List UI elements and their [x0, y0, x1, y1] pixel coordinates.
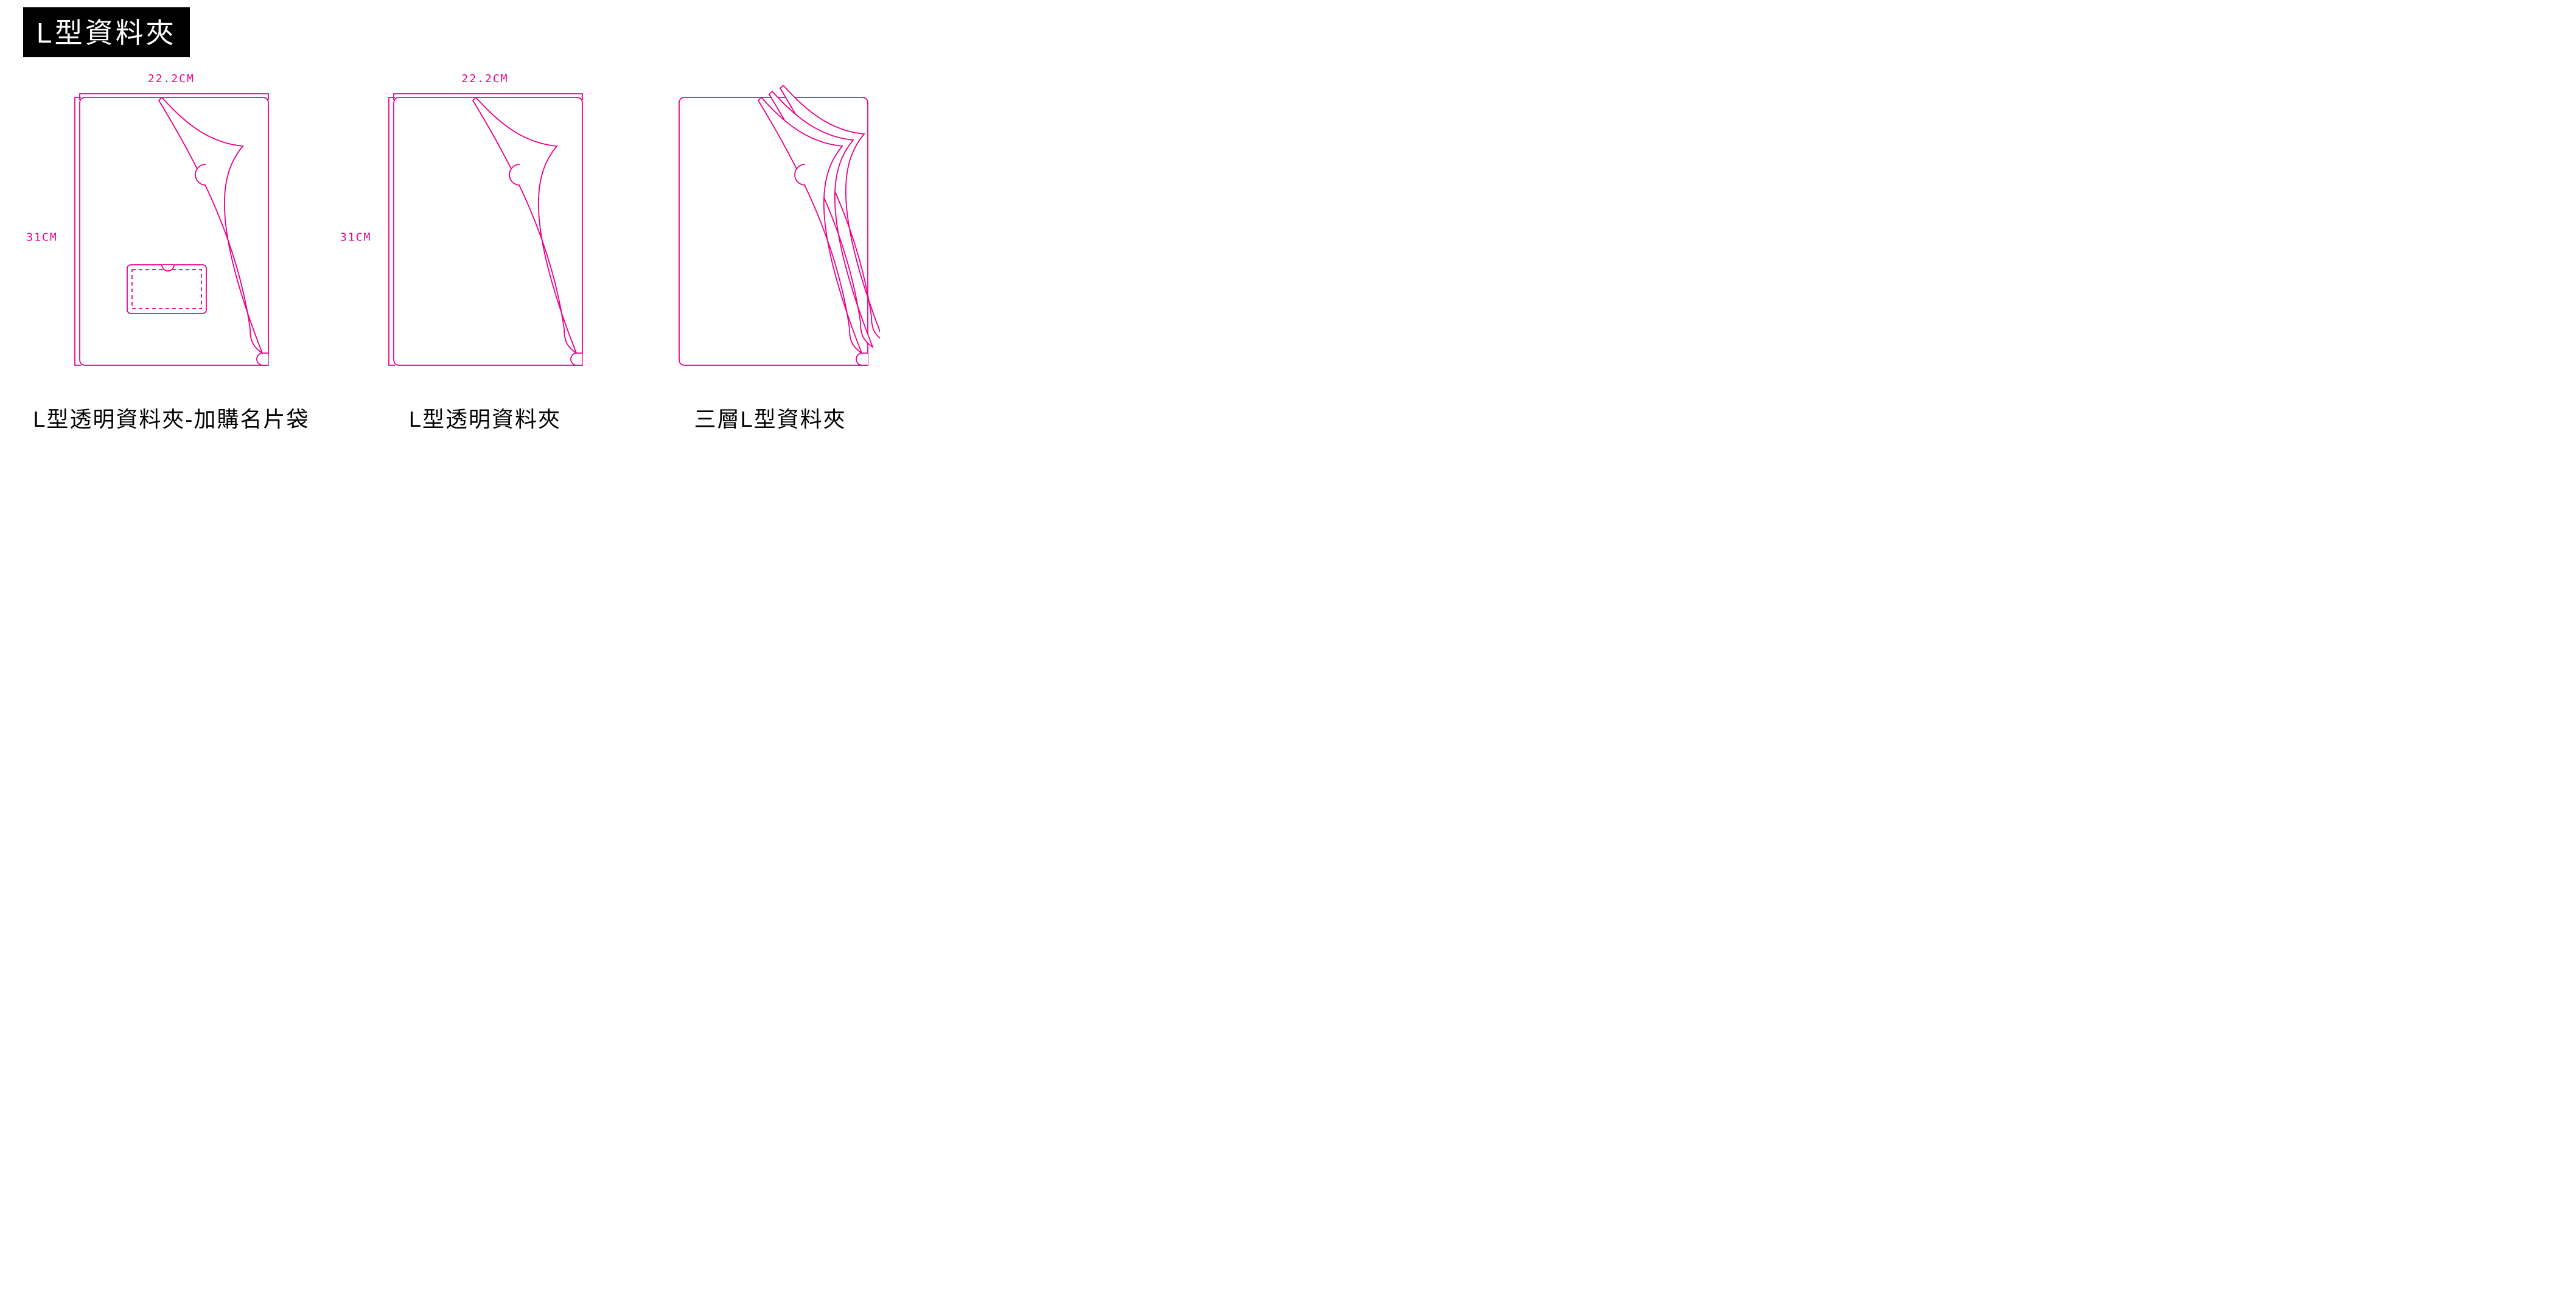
page-title-badge: L型資料夾 [23, 7, 190, 57]
page: L型資料夾 22.2CM31CML型透明資料夾-加購名片袋22.2CM31CML… [0, 0, 913, 463]
diagram-row: 22.2CM31CML型透明資料夾-加購名片袋22.2CM31CML型透明資料夾… [0, 67, 913, 408]
diagram-caption: L型透明資料夾-加購名片袋 [33, 402, 309, 433]
folder-diagram: 31CM [61, 85, 281, 390]
dimension-width-label: 22.2CM [148, 72, 195, 85]
diagram-item: 22.2CM31CM L型透明資料夾 [375, 67, 595, 433]
dimension-height-label: 31CM [340, 231, 371, 244]
folder-diagram [661, 85, 880, 390]
diagram-caption: L型透明資料夾 [409, 402, 561, 433]
diagram-caption: 三層L型資料夾 [694, 402, 846, 433]
dimension-height-label: 31CM [26, 231, 57, 244]
dimension-width-label: 22.2CM [461, 72, 508, 85]
diagram-item: 三層L型資料夾 [661, 67, 880, 433]
folder-diagram: 31CM [375, 85, 595, 390]
diagram-item: 22.2CM31CM L型透明資料夾-加購名片袋 [33, 67, 309, 433]
